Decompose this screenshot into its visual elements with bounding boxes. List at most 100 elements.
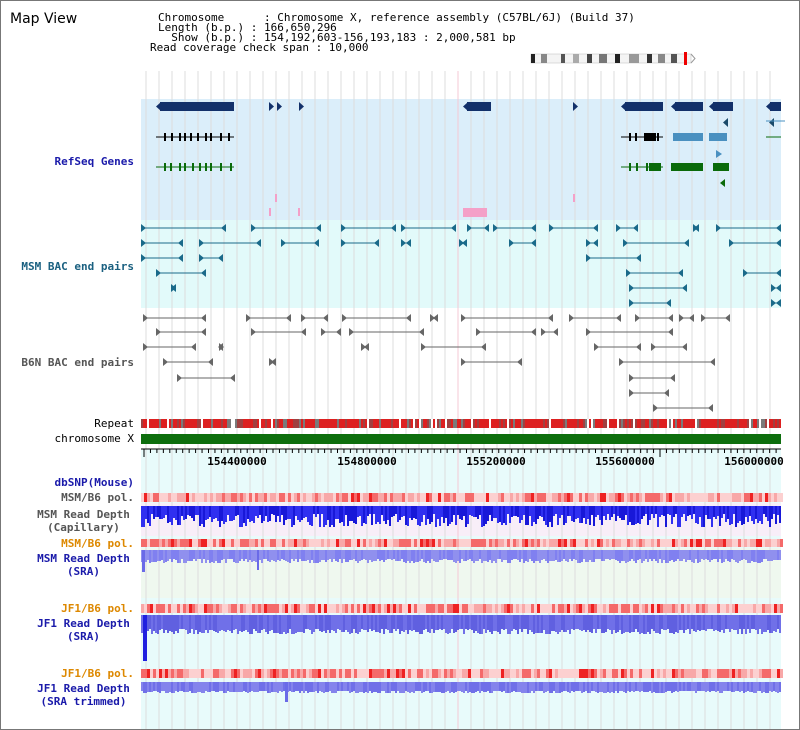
read-depth-bar <box>515 615 517 630</box>
repeat-segment <box>179 419 181 428</box>
repeat-segment <box>159 419 161 428</box>
polymorphism-bin <box>636 669 639 678</box>
polymorphism-bin <box>582 604 585 613</box>
read-depth-bar <box>581 682 583 693</box>
polymorphism-bin <box>168 493 171 502</box>
polymorphism-bin <box>633 539 636 547</box>
b6n-bac-label[interactable]: B6N BAC end pairs <box>21 356 134 369</box>
polymorphism-bin <box>711 493 714 502</box>
jf1-depth-trimmed-label[interactable]: JF1 Read Depth (SRA trimmed) <box>31 682 136 708</box>
msm-b6-pol-label-1[interactable]: MSM/B6 pol. <box>61 491 134 504</box>
polymorphism-bin <box>603 604 606 613</box>
msm-bac-pair-end <box>776 224 781 232</box>
refseq-genes-label[interactable]: RefSeq Genes <box>54 155 134 168</box>
read-depth-bar <box>191 550 193 561</box>
polymorphism-bin <box>354 669 357 678</box>
read-depth-bar <box>409 550 411 563</box>
repeat-segment <box>311 419 313 428</box>
read-depth-bar <box>205 615 207 630</box>
read-depth-bar <box>725 550 727 559</box>
repeat-segment <box>475 419 477 428</box>
read-depth-bar <box>311 615 313 634</box>
read-depth-bar <box>229 550 231 559</box>
read-depth-bar <box>469 682 471 692</box>
repeat-segment <box>171 419 173 428</box>
read-depth-bar <box>203 615 205 633</box>
read-depth-bar <box>609 615 611 630</box>
polymorphism-bin <box>141 669 144 678</box>
polymorphism-bin <box>297 493 300 502</box>
read-depth-bar <box>411 615 413 631</box>
polymorphism-bin <box>465 604 468 613</box>
polymorphism-bin <box>249 669 252 678</box>
polymorphism-bin <box>729 493 732 502</box>
read-depth-bar <box>511 550 513 560</box>
repeat-segment <box>253 419 255 428</box>
read-depth-bar <box>603 615 605 633</box>
jf1-b6-pol-label-1[interactable]: JF1/B6 pol. <box>61 602 134 615</box>
polymorphism-bin <box>408 493 411 502</box>
dbsnp-label[interactable]: dbSNP(Mouse) <box>54 476 134 489</box>
read-depth-bar <box>403 682 405 693</box>
read-depth-bar <box>323 615 325 631</box>
jf1-depth-sra-label[interactable]: JF1 Read Depth (SRA) <box>31 617 136 643</box>
polymorphism-bin <box>708 669 711 678</box>
polymorphism-bin <box>444 669 447 678</box>
read-depth-bar <box>143 615 147 661</box>
read-depth-bar <box>169 682 171 692</box>
polymorphism-bin <box>174 669 177 678</box>
polymorphism-bin <box>627 539 630 547</box>
chromosome-ideogram[interactable] <box>530 52 696 65</box>
read-depth-bar <box>625 682 627 693</box>
gene-strand-arrow <box>671 102 676 111</box>
repeat-segment <box>219 419 221 428</box>
read-depth-bar <box>335 615 337 633</box>
read-depth-bar <box>141 615 143 633</box>
repeat-segment <box>337 419 339 428</box>
repeat-segment <box>441 419 443 428</box>
repeat-segment <box>721 419 723 428</box>
polymorphism-bin <box>621 539 624 547</box>
read-depth-bar <box>299 682 301 693</box>
refseq-track-bg <box>141 99 781 220</box>
msm-depth-sra-label[interactable]: MSM Read Depth (SRA) <box>31 552 136 578</box>
repeat-segment <box>459 419 461 428</box>
polymorphism-bin <box>390 669 393 678</box>
repeat-segment <box>653 419 655 428</box>
msm-depth-capillary-label[interactable]: MSM Read Depth (Capillary) <box>31 508 136 534</box>
repeat-segment <box>567 419 569 428</box>
polymorphism-bin <box>726 493 729 502</box>
repeat-segment <box>651 419 653 428</box>
repeat-segment <box>649 419 651 428</box>
repeat-segment <box>735 419 737 428</box>
read-depth-bar <box>189 682 191 691</box>
msm-bac-label[interactable]: MSM BAC end pairs <box>21 260 134 273</box>
read-depth-bar <box>427 615 429 632</box>
polymorphism-bin <box>480 669 483 678</box>
polymorphism-bin <box>630 539 633 547</box>
polymorphism-bin <box>672 493 675 502</box>
read-depth-bar <box>683 682 685 691</box>
read-depth-bar <box>203 506 205 527</box>
read-depth-bar <box>409 682 411 693</box>
repeat-segment <box>711 419 713 428</box>
repeat-segment <box>515 419 517 428</box>
read-depth-bar <box>687 506 689 516</box>
repeat-segment <box>375 419 377 428</box>
read-depth-bar <box>671 550 673 560</box>
polymorphism-bin <box>213 604 216 613</box>
polymorphism-bin <box>591 539 594 547</box>
repeat-segment <box>521 419 523 428</box>
read-depth-bar <box>727 550 729 561</box>
read-depth-bar <box>221 682 223 691</box>
exon <box>629 133 631 141</box>
read-depth-bar <box>511 615 513 631</box>
read-depth-bar <box>487 506 489 521</box>
repeat-segment <box>359 419 361 428</box>
msm-b6-pol-label-2[interactable]: MSM/B6 pol. <box>61 537 134 550</box>
read-depth-bar <box>213 615 215 631</box>
polymorphism-bin <box>180 669 183 678</box>
polymorphism-bin <box>546 669 549 678</box>
polymorphism-bin <box>651 669 654 678</box>
jf1-b6-pol-label-2[interactable]: JF1/B6 pol. <box>61 667 134 680</box>
